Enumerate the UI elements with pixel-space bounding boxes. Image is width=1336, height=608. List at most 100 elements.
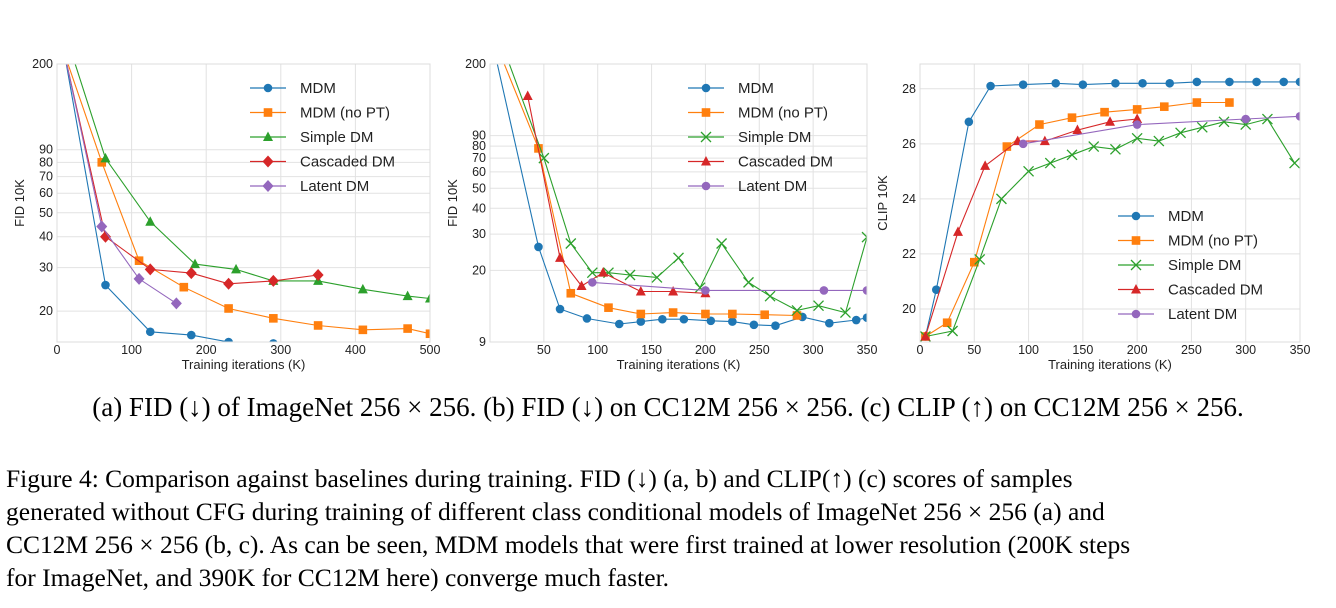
legend-label: MDM (no PT) — [738, 105, 828, 122]
data-point — [791, 304, 803, 316]
data-point — [1105, 116, 1115, 126]
data-point — [101, 280, 110, 290]
series-group — [496, 64, 867, 330]
figure-caption-line: Figure 4: Comparison against baselines d… — [6, 464, 1073, 493]
data-point — [179, 282, 189, 292]
data-point — [861, 231, 867, 243]
x-tick-label: 300 — [270, 343, 291, 357]
data-point — [862, 313, 867, 323]
y-tick-label: 60 — [39, 186, 53, 200]
y-tick-label: 90 — [39, 143, 53, 157]
data-point — [144, 263, 156, 276]
data-point — [425, 292, 430, 303]
plot-frame — [56, 63, 431, 343]
x-tick-label: 150 — [641, 343, 662, 357]
y-tick-label: 28 — [902, 82, 916, 96]
legend-marker — [263, 108, 273, 117]
data-point — [534, 242, 543, 252]
data-point — [862, 286, 867, 295]
data-point — [1088, 141, 1100, 153]
data-point — [224, 337, 233, 342]
figure-caption: Figure 4: Comparison against baselines d… — [6, 462, 1328, 594]
legend-label: MDM — [300, 80, 336, 97]
x-tick-label: 350 — [1290, 343, 1311, 357]
data-point — [974, 253, 986, 265]
data-point — [1023, 165, 1035, 177]
legend-label: MDM — [738, 80, 774, 97]
y-tick-label: 40 — [39, 230, 53, 244]
x-tick-label: 200 — [695, 343, 716, 357]
y-tick-label: 40 — [472, 201, 486, 215]
data-point — [1018, 80, 1028, 89]
data-point — [224, 304, 233, 313]
legend-marker — [701, 181, 711, 191]
data-point — [743, 276, 754, 288]
x-axis-label: Training iterations (K) — [617, 357, 741, 372]
data-point — [186, 330, 196, 340]
legend-marker — [701, 156, 711, 166]
data-point — [59, 48, 70, 60]
x-tick-label: 250 — [1181, 343, 1202, 357]
data-point — [624, 269, 636, 281]
data-point — [231, 263, 242, 274]
data-point — [728, 309, 737, 319]
data-point — [59, 48, 70, 60]
legend: MDM MDM (no PT) Simple DM Cascaded DM Latent… — [688, 80, 833, 195]
y-tick-label: 20 — [39, 304, 53, 318]
chart-panel-a: 0 100 200 300 400 5002030405060708090200Train… — [12, 48, 441, 372]
data-point — [749, 320, 759, 330]
data-point — [986, 81, 995, 91]
data-point — [1132, 113, 1143, 124]
data-point — [1159, 102, 1169, 111]
y-tick-label: 20 — [472, 263, 486, 277]
series-line — [66, 64, 177, 304]
data-point — [99, 230, 111, 243]
data-point — [1018, 139, 1028, 149]
data-point — [1295, 111, 1300, 121]
data-point — [60, 49, 69, 58]
x-tick-label: 50 — [537, 343, 551, 357]
data-point — [145, 327, 155, 337]
y-tick-label: 20 — [902, 302, 916, 316]
data-point — [312, 269, 324, 282]
legend: MDM MDM (no PT) Simple DM Cascaded DM Latent… — [1118, 208, 1263, 323]
data-point — [1111, 78, 1120, 88]
data-point — [635, 286, 646, 296]
data-point — [1138, 78, 1147, 88]
data-point — [313, 321, 323, 330]
figure-caption-line: CC12M 256 × 256 (b, c). As can be seen, … — [6, 530, 1131, 559]
data-point — [964, 117, 974, 127]
legend-label: MDM (no PT) — [1168, 233, 1258, 250]
figure-caption-line: generated without CFG during training of… — [6, 497, 1105, 526]
data-point — [1072, 124, 1083, 135]
data-point — [760, 310, 769, 320]
data-point — [576, 280, 587, 291]
x-tick-label: 250 — [749, 343, 770, 357]
data-point — [396, 344, 405, 353]
data-point — [1132, 105, 1142, 114]
x-axis-label: Training iterations (K) — [1048, 357, 1172, 372]
legend-marker — [701, 108, 711, 117]
data-point — [1165, 78, 1175, 88]
data-point — [1192, 98, 1202, 107]
y-axis-label: FID 10K — [12, 179, 27, 227]
plot-frame — [489, 63, 868, 343]
data-point — [190, 258, 201, 269]
y-tick-label: 200 — [32, 57, 53, 71]
legend-marker — [262, 155, 274, 168]
legend-label: Simple DM — [738, 129, 811, 146]
y-tick-label: 30 — [472, 227, 486, 241]
x-tick-label: 300 — [1235, 343, 1256, 357]
data-point — [1078, 80, 1088, 89]
x-tick-label: 500 — [420, 343, 441, 357]
figure-caption-line: for ImageNet, and 390K for CC12M here) c… — [6, 563, 670, 592]
series-line — [67, 64, 430, 335]
plot-area — [920, 64, 1300, 342]
series-group — [59, 48, 430, 353]
data-point — [716, 238, 728, 249]
data-point — [586, 267, 598, 279]
data-point — [614, 319, 624, 329]
data-point — [1225, 77, 1234, 87]
y-tick-label: 200 — [465, 57, 486, 71]
data-point — [679, 314, 689, 324]
